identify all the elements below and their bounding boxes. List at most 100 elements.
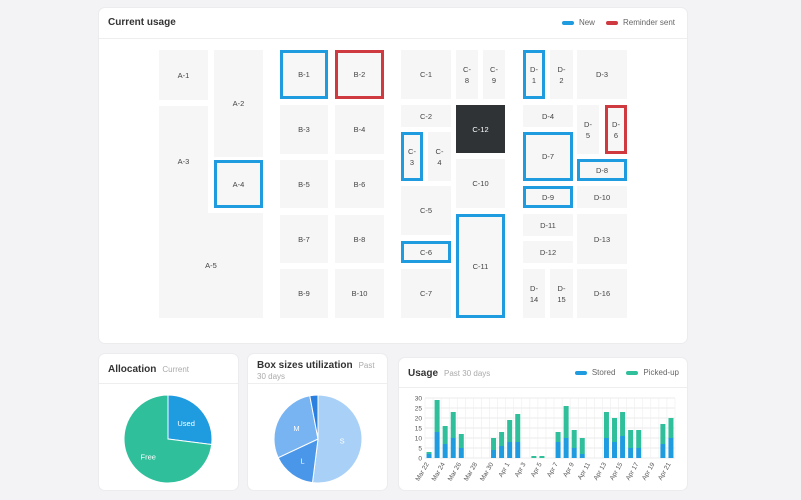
bar-picked-up-mar-30[interactable] [491, 438, 497, 450]
x-tick-label: Apr 19 [641, 461, 657, 481]
bar-picked-up-mar-26[interactable] [458, 434, 464, 448]
bar-stored-apr-21[interactable] [668, 438, 674, 458]
locker-box-b-2[interactable]: B-2 [335, 50, 384, 99]
locker-box-b-10[interactable]: B-10 [335, 269, 384, 318]
allocation-subtitle: Current [162, 365, 190, 374]
bar-stored-mar-23[interactable] [434, 432, 440, 458]
locker-box-b-8[interactable]: B-8 [335, 215, 384, 263]
allocation-slice-used[interactable] [167, 394, 213, 446]
bar-stored-apr-16[interactable] [628, 448, 634, 458]
bar-picked-up-mar-25[interactable] [450, 412, 456, 438]
bar-stored-apr-17[interactable] [636, 448, 642, 458]
bar-stored-mar-22[interactable] [426, 454, 432, 458]
locker-box-c-6[interactable]: C-6 [401, 241, 451, 263]
locker-box-d-16[interactable]: D-16 [577, 269, 627, 318]
box-sizes-slice-other[interactable] [309, 394, 319, 440]
bar-stored-apr-2[interactable] [515, 442, 521, 458]
bar-stored-apr-15[interactable] [620, 436, 626, 458]
locker-box-b-1[interactable]: B-1 [280, 50, 328, 99]
locker-box-c-2[interactable]: C-2 [401, 105, 451, 127]
locker-box-d-5[interactable]: D- 5 [577, 105, 599, 154]
bar-stored-mar-25[interactable] [450, 438, 456, 458]
locker-box-d-8[interactable]: D-8 [577, 159, 627, 181]
locker-box-d-9[interactable]: D-9 [523, 186, 573, 208]
bar-stored-apr-9[interactable] [571, 448, 577, 458]
locker-box-c-10[interactable]: C-10 [456, 159, 505, 208]
bar-picked-up-apr-13[interactable] [603, 412, 609, 438]
bar-picked-up-apr-17[interactable] [636, 430, 642, 448]
locker-box-c-8[interactable]: C- 8 [456, 50, 478, 99]
allocation-label-used: Used [177, 419, 195, 428]
bar-picked-up-apr-20[interactable] [660, 424, 666, 444]
locker-box-b-5[interactable]: B-5 [280, 160, 328, 208]
bar-stored-mar-26[interactable] [458, 448, 464, 458]
locker-box-d-14[interactable]: D- 14 [523, 269, 545, 318]
locker-box-a-4[interactable]: A-4 [214, 160, 263, 208]
bar-picked-up-apr-7[interactable] [555, 432, 561, 442]
bar-picked-up-apr-2[interactable] [515, 414, 521, 442]
bar-picked-up-apr-15[interactable] [620, 412, 626, 436]
locker-box-d-1[interactable]: D- 1 [523, 50, 545, 99]
card-divider [248, 383, 387, 384]
locker-box-d-15[interactable]: D- 15 [550, 269, 573, 318]
locker-box-d-3[interactable]: D-3 [577, 50, 627, 99]
bar-stored-apr-8[interactable] [563, 438, 569, 458]
bar-stored-apr-7[interactable] [555, 442, 561, 458]
bar-picked-up-apr-8[interactable] [563, 406, 569, 438]
locker-box-b-4[interactable]: B-4 [335, 105, 384, 154]
locker-box-d-2[interactable]: D- 2 [550, 50, 573, 99]
locker-box-b-9[interactable]: B-9 [280, 269, 328, 318]
locker-box-d-4[interactable]: D-4 [523, 105, 573, 127]
locker-box-a-1[interactable]: A-1 [159, 50, 208, 100]
locker-box-a-5[interactable]: A-5 [159, 213, 263, 318]
locker-box-b-3[interactable]: B-3 [280, 105, 328, 154]
bar-stored-apr-1[interactable] [507, 442, 513, 458]
bar-picked-up-mar-31[interactable] [499, 432, 505, 446]
usage-card: Usage Past 30 days Stored Picked-up 0 5 10 1… [399, 358, 687, 490]
locker-box-a-3[interactable]: A-3 [159, 106, 208, 217]
locker-box-b-6[interactable]: B-6 [335, 160, 384, 208]
bar-stored-apr-14[interactable] [612, 442, 618, 458]
bar-picked-up-apr-1[interactable] [507, 420, 513, 442]
locker-box-d-7[interactable]: D-7 [523, 132, 573, 181]
locker-box-d-11[interactable]: D-11 [523, 214, 573, 236]
legend-stored-label: Stored [591, 368, 616, 377]
bar-picked-up-apr-5[interactable] [539, 456, 545, 458]
locker-box-d-6[interactable]: D- 6 [605, 105, 627, 154]
locker-box-c-12[interactable]: C-12 [456, 105, 505, 153]
bar-picked-up-apr-16[interactable] [628, 430, 634, 448]
locker-box-c-9[interactable]: C- 9 [483, 50, 505, 99]
allocation-title: Allocation Current [108, 364, 190, 375]
locker-box-d-10[interactable]: D-10 [577, 186, 627, 208]
locker-box-c-4[interactable]: C- 4 [428, 132, 451, 181]
allocation-slice-free[interactable] [123, 394, 213, 484]
locker-box-c-7[interactable]: C-7 [401, 269, 451, 318]
bar-stored-apr-13[interactable] [603, 438, 609, 458]
locker-box-a-2[interactable]: A-2 [214, 50, 263, 157]
bar-picked-up-apr-10[interactable] [579, 438, 585, 454]
locker-box-d-13[interactable]: D-13 [577, 214, 627, 264]
bar-stored-apr-20[interactable] [660, 444, 666, 458]
box-sizes-slice-l[interactable] [277, 438, 319, 484]
bar-stored-mar-24[interactable] [442, 444, 448, 458]
bar-stored-mar-30[interactable] [491, 450, 497, 458]
bar-picked-up-mar-24[interactable] [442, 426, 448, 444]
bar-picked-up-apr-9[interactable] [571, 430, 577, 448]
bar-picked-up-apr-14[interactable] [612, 418, 618, 442]
locker-box-b-7[interactable]: B-7 [280, 215, 328, 263]
locker-box-c-1[interactable]: C-1 [401, 50, 451, 99]
locker-box-c-5[interactable]: C-5 [401, 186, 451, 235]
box-sizes-slice-m[interactable] [273, 395, 319, 459]
box-sizes-slice-s[interactable] [311, 394, 363, 484]
locker-box-d-12[interactable]: D-12 [523, 241, 573, 263]
locker-box-c-11[interactable]: C-11 [456, 214, 505, 318]
bar-picked-up-apr-4[interactable] [531, 456, 537, 458]
bar-picked-up-mar-23[interactable] [434, 400, 440, 432]
bar-picked-up-apr-21[interactable] [668, 418, 674, 438]
usage-title: Usage Past 30 days [408, 368, 491, 379]
bar-stored-mar-31[interactable] [499, 446, 505, 458]
bar-stored-apr-10[interactable] [579, 454, 585, 458]
bar-picked-up-mar-22[interactable] [426, 452, 432, 454]
locker-box-c-3[interactable]: C- 3 [401, 132, 423, 181]
x-tick-label: Mar 24 [431, 461, 447, 482]
